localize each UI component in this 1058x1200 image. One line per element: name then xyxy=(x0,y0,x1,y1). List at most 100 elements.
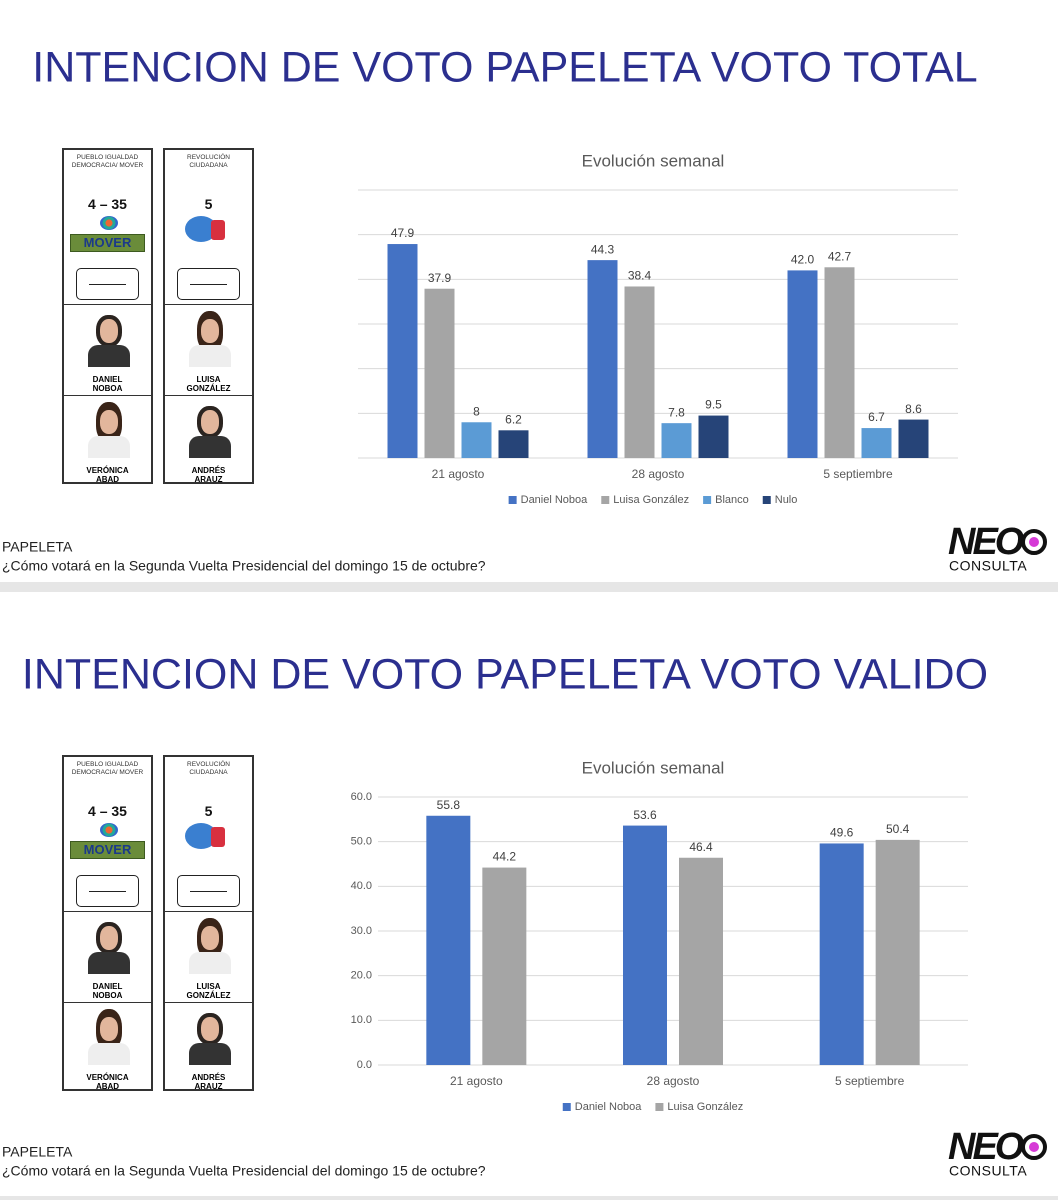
question: ¿Cómo votará en la Segunda Vuelta Presid… xyxy=(2,1163,486,1179)
value-label: 9.5 xyxy=(705,398,722,412)
legend-swatch xyxy=(601,496,610,504)
party-logo xyxy=(165,819,252,863)
candidate-name: LUISA GONZÁLEZ xyxy=(186,982,231,1000)
candidate: LUISA GONZÁLEZ xyxy=(165,305,252,396)
candidate: ANDRÉS ARAUZ xyxy=(165,396,252,486)
legend-label: Blanco xyxy=(715,494,749,506)
legend-swatch xyxy=(562,1103,571,1111)
photo-face xyxy=(100,926,118,950)
value-label: 6.7 xyxy=(868,410,885,424)
candidate-name: VERÓNICA ABAD xyxy=(86,466,129,484)
bar xyxy=(898,419,929,458)
y-tick-label: 30.0 xyxy=(351,925,372,937)
list-number: 4 – 35 xyxy=(88,196,127,212)
value-label: 38.4 xyxy=(628,269,652,283)
candidate: LUISA GONZÁLEZ xyxy=(165,912,252,1003)
party-logo: MOVER xyxy=(64,819,151,863)
photo-body xyxy=(88,345,130,367)
bar xyxy=(482,867,527,1065)
y-tick-label: 10.0 xyxy=(351,1014,372,1026)
x-tick-label: 21 agosto xyxy=(450,1074,503,1088)
photo-face xyxy=(100,410,118,434)
slide-title: INTENCION DE VOTO PAPELETA VOTO TOTAL xyxy=(32,43,977,91)
legend: Daniel Noboa Luisa González xyxy=(562,1101,743,1113)
candidate: ANDRÉS ARAUZ xyxy=(165,1003,252,1093)
photo-body xyxy=(189,952,231,974)
blank-box xyxy=(76,875,139,907)
ballot-column: PUEBLO IGUALDAD DEMOCRACIA/ MOVER 4 – 35 M… xyxy=(62,755,153,1091)
ballot-column: REVOLUCIÓN CIUDADANA 5 LUISA GONZÁLEZ ANDRÉ… xyxy=(163,755,254,1091)
value-label: 49.6 xyxy=(830,826,854,840)
list-number: 4 – 35 xyxy=(88,803,127,819)
photo-face xyxy=(201,926,219,950)
candidate-name: VERÓNICA ABAD xyxy=(86,1073,129,1091)
photo-body xyxy=(88,436,130,458)
logo-text: MOVER xyxy=(70,841,145,859)
candidate-name: DANIEL NOBOA xyxy=(92,375,123,393)
bar xyxy=(498,430,529,458)
party-name: REVOLUCIÓN CIUDADANA xyxy=(187,154,230,169)
blank-box xyxy=(76,268,139,300)
photo-face xyxy=(201,319,219,343)
legend-label: Daniel Noboa xyxy=(575,1101,643,1113)
legend-label: Nulo xyxy=(775,494,798,506)
y-tick-label: 0.0 xyxy=(357,1059,372,1071)
y-tick-label: 20.0 xyxy=(351,970,372,982)
value-label: 44.2 xyxy=(493,850,517,864)
ballot-column: PUEBLO IGUALDAD DEMOCRACIA/ MOVER 4 – 35 M… xyxy=(62,148,153,484)
bar xyxy=(461,422,492,458)
candidate-name: ANDRÉS ARAUZ xyxy=(191,1073,226,1091)
value-label: 37.9 xyxy=(428,271,452,285)
logo-name: NEO xyxy=(948,1126,1024,1168)
legend-swatch xyxy=(508,496,517,504)
value-label: 46.4 xyxy=(689,840,713,854)
photo-body xyxy=(189,1043,231,1065)
party-logo xyxy=(165,212,252,256)
party-name: PUEBLO IGUALDAD DEMOCRACIA/ MOVER xyxy=(71,154,144,169)
value-label: 47.9 xyxy=(391,226,415,240)
candidate-name: ANDRÉS ARAUZ xyxy=(191,466,226,484)
footer-label: PAPELETA xyxy=(2,539,73,555)
chart-title: Evolución semanal xyxy=(582,151,725,170)
value-label: 50.4 xyxy=(886,822,910,836)
y-tick-label: 60.0 xyxy=(351,791,372,803)
legend-swatch xyxy=(655,1103,664,1111)
bar xyxy=(875,839,920,1065)
bar xyxy=(698,415,729,458)
y-tick-label: 50.0 xyxy=(351,836,372,848)
candidate: DANIEL NOBOA xyxy=(64,912,151,1003)
logo-mark-5 xyxy=(211,220,225,240)
blank-box xyxy=(177,268,240,300)
list-number: 5 xyxy=(204,803,213,819)
logo-text: MOVER xyxy=(70,234,145,252)
photo-body xyxy=(88,1043,130,1065)
bar xyxy=(679,857,723,1065)
footer-label: PAPELETA xyxy=(2,1144,73,1160)
ballot-header: PUEBLO IGUALDAD DEMOCRACIA/ MOVER 4 – 35 M… xyxy=(64,150,151,305)
bar xyxy=(824,267,855,458)
ballot-header: PUEBLO IGUALDAD DEMOCRACIA/ MOVER 4 – 35 M… xyxy=(64,757,151,912)
bar xyxy=(661,423,692,458)
x-tick-label: 28 agosto xyxy=(647,1074,700,1088)
ballot-column: REVOLUCIÓN CIUDADANA 5 LUISA GONZÁLEZ ANDRÉ… xyxy=(163,148,254,484)
photo-face xyxy=(201,1017,219,1041)
bar xyxy=(424,288,455,458)
legend: Daniel Noboa Luisa González Blanco Nulo xyxy=(508,494,798,506)
logo-mark xyxy=(100,216,118,230)
logo-name: NEO xyxy=(948,521,1024,563)
bar xyxy=(587,260,618,458)
value-label: 44.3 xyxy=(591,242,615,256)
party-name: PUEBLO IGUALDAD DEMOCRACIA/ MOVER xyxy=(71,761,144,776)
chart-title: Evolución semanal xyxy=(582,758,725,777)
value-label: 53.6 xyxy=(633,808,657,822)
candidate: VERÓNICA ABAD xyxy=(64,396,151,486)
bar xyxy=(819,843,864,1065)
ballot-header: REVOLUCIÓN CIUDADANA 5 xyxy=(165,757,252,912)
value-label: 8.6 xyxy=(905,402,922,416)
bar xyxy=(861,428,892,458)
photo-face xyxy=(100,1017,118,1041)
value-label: 42.0 xyxy=(791,253,815,267)
value-label: 42.7 xyxy=(828,249,852,263)
bar xyxy=(387,244,418,458)
